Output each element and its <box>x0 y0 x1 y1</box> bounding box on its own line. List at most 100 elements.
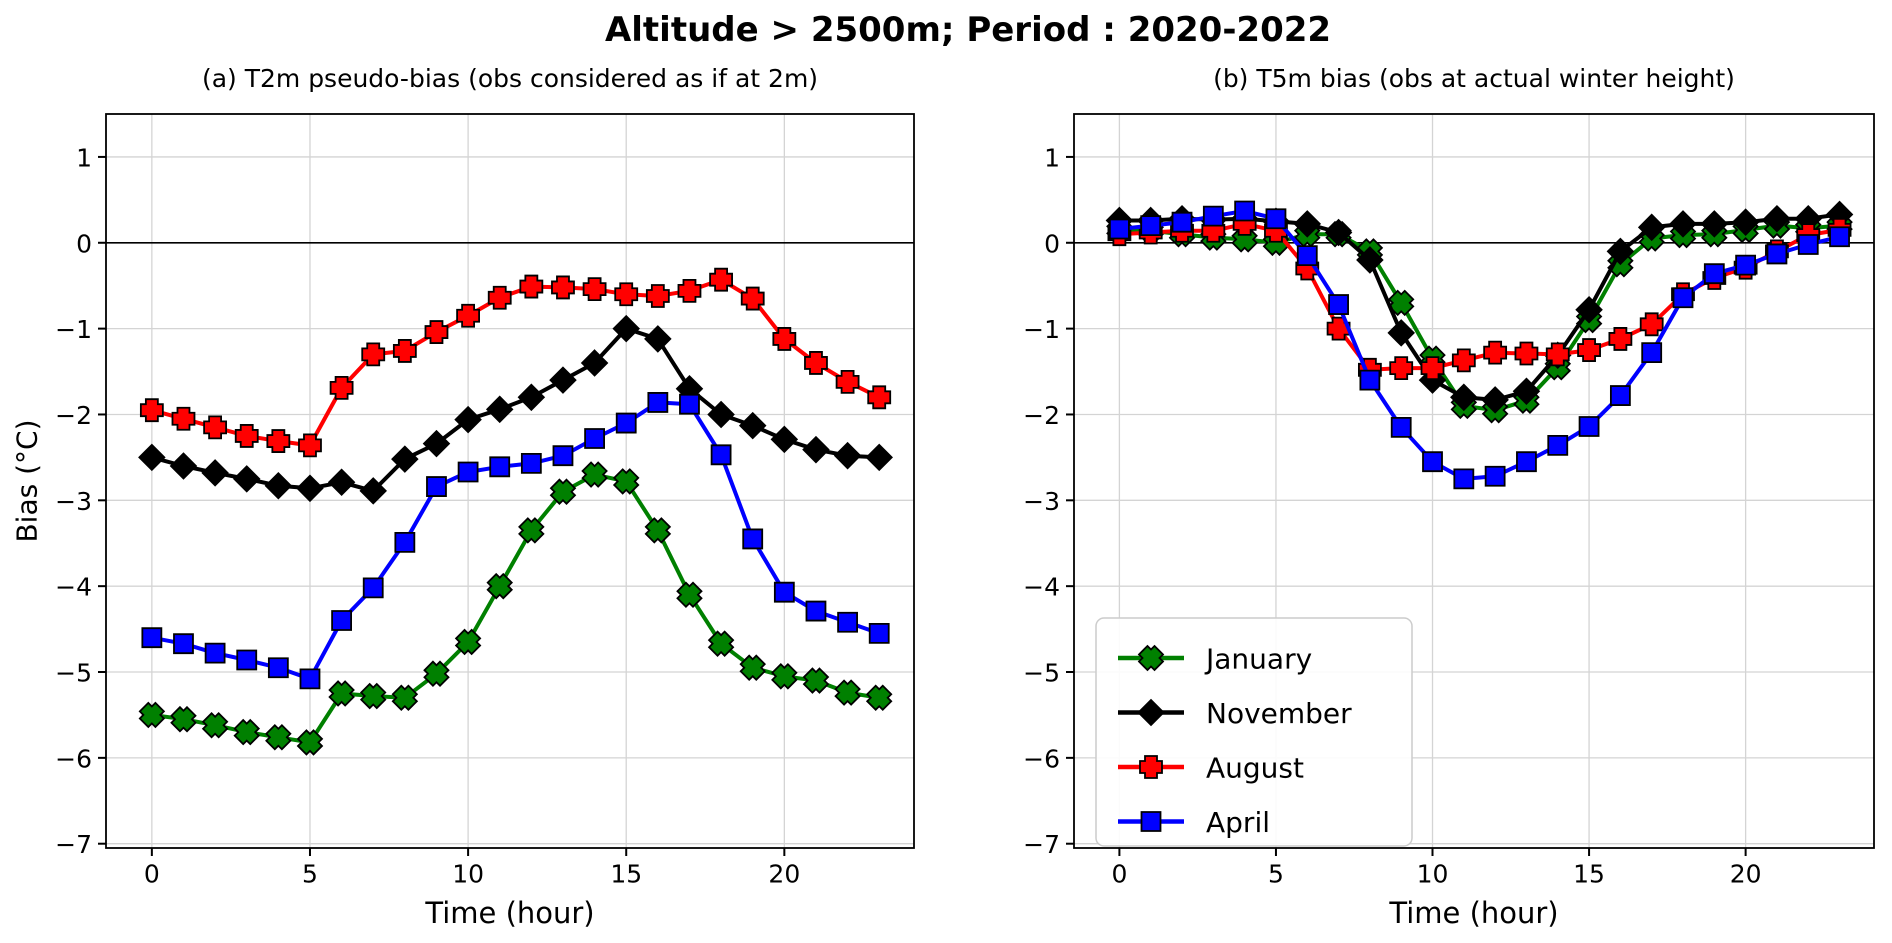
panel-a-ytick-label-0: 0 <box>76 229 92 258</box>
panel-a-marker-november-h12 <box>517 383 546 412</box>
panel-a-marker-january-h13 <box>549 478 577 506</box>
panel-b-ytick-label--1: −1 <box>1023 315 1060 344</box>
panel-a-marker-august-h4 <box>266 429 291 453</box>
panel-b-ytick-label--3: −3 <box>1023 487 1060 516</box>
panel-b-marker-november-h11 <box>1450 383 1478 412</box>
panel-b-marker-november-h7 <box>1324 218 1353 247</box>
panel-b-ytick-label-0: 0 <box>1044 229 1060 258</box>
panel-b-marker-august-h13 <box>1514 341 1539 366</box>
panel-b-marker-april-h14 <box>1547 434 1569 456</box>
panel-a-marker-august-h21 <box>804 351 828 375</box>
panel-a-marker-november-h15 <box>612 314 640 343</box>
panel-a-marker-august-h5 <box>298 433 322 458</box>
panel-b-marker-august-h15 <box>1577 338 1601 362</box>
panel-b-marker-august-h12 <box>1483 340 1508 365</box>
panel-a-marker-january-h10 <box>454 628 482 656</box>
panel-a-marker-august-h10 <box>456 303 480 328</box>
panel-b-marker-april-h3 <box>1202 205 1224 227</box>
panel-a-marker-january-h1 <box>170 705 197 733</box>
panel-b-xtick-label-15: 15 <box>1573 859 1605 888</box>
panel-a-marker-august-h17 <box>677 278 702 303</box>
panel-b-marker-november-h18 <box>1669 210 1697 238</box>
panel-a-ytick-label--7: −7 <box>55 830 92 859</box>
panel-b-ytick-label--6: −6 <box>1023 744 1060 773</box>
panel-a-marker-april-h3 <box>236 649 258 671</box>
y-axis-label: Bias (°C) <box>10 419 44 543</box>
panel-a-marker-january-h22 <box>834 679 861 706</box>
panel-b-marker-january-h9 <box>1387 289 1415 317</box>
panel-a-marker-april-h18 <box>710 444 732 466</box>
panel-a-marker-august-h19 <box>740 286 765 311</box>
panel-a-marker-april-h19 <box>742 528 764 550</box>
panel-a-title: (a) T2m pseudo-bias (obs considered as i… <box>201 64 819 93</box>
panel-a-marker-august-h7 <box>361 342 386 367</box>
panel-a-marker-april-h20 <box>773 581 795 603</box>
panel-b-xtick-label-5: 5 <box>1268 859 1284 888</box>
panel-b-xtick-label-20: 20 <box>1730 859 1762 888</box>
panel-a-x-axis-label: Time (hour) <box>425 896 595 930</box>
panel-a-marker-november-h21 <box>802 435 830 464</box>
panel-a-marker-april-h1 <box>173 633 194 655</box>
panel-b-marker-april-h23 <box>1829 226 1850 248</box>
panel-a-marker-january-h8 <box>391 684 419 712</box>
panel-b-marker-april-h12 <box>1484 465 1506 487</box>
panel-b-marker-april-h0 <box>1109 218 1130 240</box>
panel-b-marker-november-h12 <box>1481 386 1509 414</box>
panel-b-marker-april-h4 <box>1234 200 1256 222</box>
panel-b-marker-august-h17 <box>1639 312 1664 337</box>
panel-a-marker-august-h12 <box>519 274 544 299</box>
panel-b-marker-april-h19 <box>1703 263 1725 285</box>
panel-a-marker-january-h0 <box>138 701 166 729</box>
panel-a-xtick-label-15: 15 <box>610 859 642 888</box>
panel-a-marker-january-h18 <box>707 630 735 657</box>
panel-a-xtick-label-20: 20 <box>768 859 800 888</box>
panel-b-ytick-label--2: −2 <box>1023 401 1060 430</box>
panel-b-marker-november-h21 <box>1763 204 1791 233</box>
panel-a-marker-august-h0 <box>139 398 164 423</box>
panel-a-marker-april-h2 <box>204 642 226 664</box>
panel-b-marker-april-h16 <box>1609 385 1631 406</box>
panel-a-plot-area <box>106 114 914 848</box>
panel-a-marker-november-h13 <box>549 366 577 394</box>
panel-b-marker-april-h6 <box>1296 245 1318 267</box>
panel-a-marker-april-h10 <box>457 461 479 483</box>
panel-a-marker-april-h0 <box>141 627 163 649</box>
panel-a-marker-january-h20 <box>771 663 798 690</box>
panel-b-xtick-label-0: 0 <box>1111 859 1127 888</box>
panel-a-marker-august-h2 <box>203 415 228 440</box>
panel-a-marker-november-h5 <box>296 474 324 503</box>
panel-a-marker-april-h9 <box>426 476 447 497</box>
panel-a-marker-april-h7 <box>362 577 384 599</box>
panel-b-marker-november-h20 <box>1731 208 1760 236</box>
legend-xmark-icon <box>1137 644 1165 672</box>
panel-b-marker-november-h15 <box>1575 295 1603 324</box>
panel-a-marker-november-h20 <box>770 425 799 454</box>
panel-b-marker-april-h20 <box>1735 254 1757 276</box>
legend-label-november: November <box>1206 697 1352 730</box>
panel-b-marker-november-h19 <box>1700 210 1729 238</box>
panel-a-marker-august-h6 <box>329 375 354 400</box>
panel-a-ytick-label--2: −2 <box>55 401 92 430</box>
panel-a-marker-january-h2 <box>201 711 229 739</box>
panel-a-marker-january-h15 <box>612 468 640 495</box>
panel-a-marker-april-h22 <box>837 611 858 633</box>
panel-a-marker-january-h23 <box>865 684 893 712</box>
panel-b-marker-august-h10 <box>1420 356 1445 381</box>
panel-a-marker-april-h5 <box>299 668 321 690</box>
panel-b-ytick-label--4: −4 <box>1023 573 1060 602</box>
panel-b-marker-november-h8 <box>1356 246 1384 274</box>
panel-b-marker-april-h17 <box>1641 342 1663 364</box>
legend-square-icon <box>1140 811 1162 832</box>
panel-a-marker-january-h5 <box>296 729 324 756</box>
panel-b-ytick-label--5: −5 <box>1023 659 1060 688</box>
panel-a-marker-january-h9 <box>423 660 450 688</box>
panel-a-marker-august-h1 <box>171 406 196 431</box>
panel-b-marker-april-h5 <box>1265 208 1287 230</box>
panel-a-marker-april-h14 <box>584 428 605 449</box>
panel-a-marker-april-h21 <box>805 600 827 622</box>
panel-a-marker-april-h13 <box>552 445 574 467</box>
panel-a-ytick-label--3: −3 <box>55 487 92 516</box>
panel-a-marker-april-h12 <box>520 453 542 474</box>
